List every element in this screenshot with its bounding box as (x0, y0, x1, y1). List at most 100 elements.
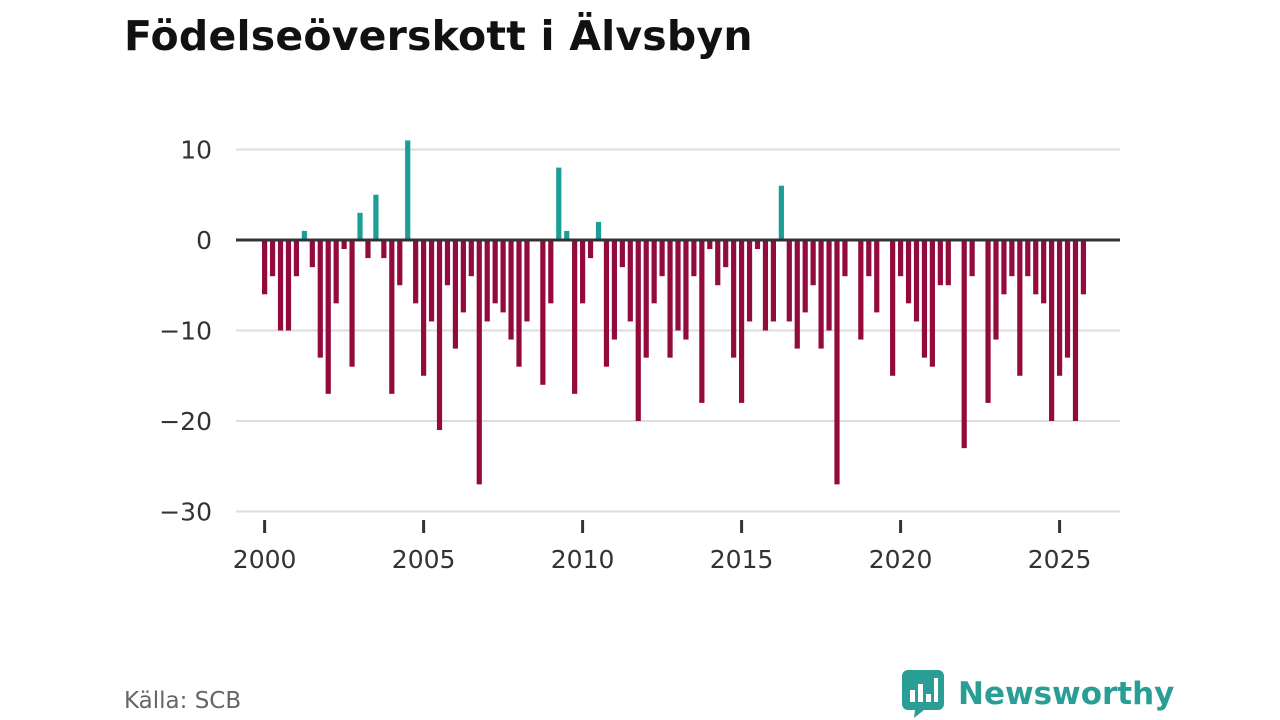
bar (373, 194, 379, 240)
bar (754, 240, 761, 250)
bar (1080, 240, 1087, 295)
bar (707, 240, 713, 250)
bar (929, 240, 935, 367)
bar (802, 240, 808, 313)
bar (635, 240, 641, 421)
bar (890, 240, 896, 376)
bar (333, 240, 339, 304)
bar (603, 240, 610, 367)
bar (1049, 240, 1055, 421)
bar (317, 240, 323, 358)
x-tick-label: 2025 (1028, 545, 1092, 574)
bar (341, 240, 347, 250)
bar (739, 240, 745, 403)
bar (524, 240, 530, 322)
bar (937, 240, 943, 286)
bar (659, 240, 665, 277)
x-axis: 2000 2005 2010 2015 2020 2025 (233, 520, 1092, 574)
bar (1001, 240, 1007, 295)
bar (540, 240, 546, 385)
newsworthy-chart-bubble-icon (902, 670, 944, 718)
bar (405, 140, 411, 240)
bar (556, 167, 562, 240)
bar (715, 240, 721, 286)
bar (1041, 240, 1047, 304)
bar (762, 240, 769, 331)
bar (810, 240, 816, 286)
bar (921, 240, 928, 358)
bar (675, 240, 681, 331)
bars (262, 140, 1087, 485)
bar (1064, 240, 1071, 358)
bar (1025, 240, 1031, 277)
brand-logo-group[interactable]: Newsworthy (902, 668, 1174, 720)
bar (842, 240, 848, 277)
bar (476, 240, 482, 485)
bar (508, 240, 514, 340)
bar (564, 230, 570, 240)
bar (452, 240, 459, 349)
x-tick-label: 2015 (710, 545, 774, 574)
bar (277, 240, 284, 331)
bar (826, 240, 832, 331)
y-axis-tick-labels: 10 0 −10 −20 −30 (159, 136, 212, 527)
bar (293, 240, 300, 277)
bar (365, 240, 371, 259)
bar (587, 240, 594, 259)
bar (572, 240, 578, 394)
bar (548, 240, 554, 304)
bar (421, 240, 427, 376)
bar (897, 240, 904, 277)
bar (627, 240, 633, 322)
bar (858, 240, 864, 340)
bar (460, 240, 466, 313)
bar (1056, 240, 1063, 376)
bar (580, 240, 586, 304)
bar (611, 240, 617, 340)
y-tick-label: 0 (196, 226, 212, 255)
bar (723, 240, 729, 268)
bar (985, 240, 991, 403)
bar (301, 230, 307, 240)
bar (381, 240, 387, 259)
bar (818, 240, 824, 349)
bar (794, 240, 800, 349)
bar (746, 240, 753, 322)
bar (428, 240, 435, 322)
bar (492, 240, 498, 304)
bar (389, 240, 395, 394)
bar (262, 240, 268, 295)
bar (1017, 240, 1023, 376)
y-tick-label: 10 (180, 136, 212, 165)
chart-title: Födelseöverskott i Älvsbyn (124, 12, 753, 60)
bar (905, 240, 912, 304)
bar (309, 240, 315, 268)
bar (413, 240, 419, 304)
bar-chart: 10 0 −10 −20 −30 2000 2005 2010 2015 2020 2025 (159, 136, 1120, 574)
bar (325, 240, 331, 394)
bar (683, 240, 689, 340)
y-tick-label: −20 (159, 407, 212, 436)
bar (285, 240, 292, 331)
bar (643, 240, 649, 358)
bar (651, 240, 657, 304)
bar (834, 240, 840, 485)
bar (699, 240, 705, 403)
bar (1033, 240, 1039, 295)
bar (500, 240, 506, 313)
bar (866, 240, 872, 277)
x-tick-label: 2005 (392, 545, 456, 574)
bar (1072, 240, 1079, 421)
bar (444, 240, 451, 286)
bar (874, 240, 880, 313)
bar (436, 240, 443, 431)
brand-name: Newsworthy (958, 676, 1175, 712)
bar (349, 240, 355, 367)
y-tick-label: −30 (159, 498, 212, 527)
bar (269, 240, 276, 277)
x-tick-label: 2000 (233, 545, 297, 574)
bar (1009, 240, 1015, 277)
bar (516, 240, 522, 367)
bar (913, 240, 920, 322)
bar (619, 240, 625, 268)
